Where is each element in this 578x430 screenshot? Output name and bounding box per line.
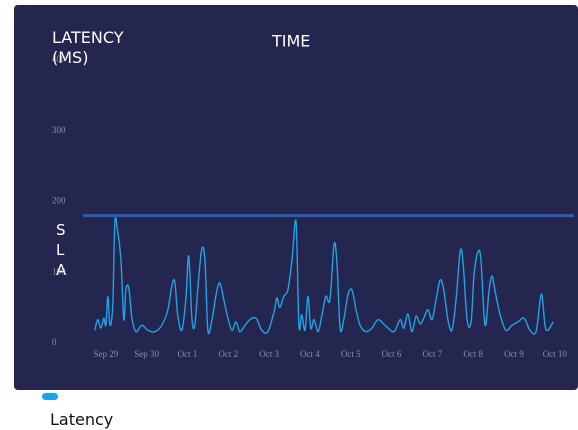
legend-swatch — [42, 393, 58, 400]
x-tick-label: Oct 5 — [341, 349, 361, 359]
x-tick-label: Oct 1 — [178, 349, 198, 359]
x-tick-label: Oct 2 — [218, 349, 238, 359]
chart-title: LATENCY (MS) — [52, 28, 124, 67]
legend-label: Latency — [50, 410, 114, 429]
y-tick-label: 100 — [52, 266, 66, 276]
x-tick-label: Oct 4 — [300, 349, 320, 359]
y-tick-label: 300 — [52, 125, 66, 135]
x-tick-label: Oct 7 — [422, 349, 442, 359]
y-tick-label: 0 — [52, 337, 57, 347]
x-tick-label: Sep 30 — [134, 349, 159, 359]
x-tick-label: Oct 10 — [543, 349, 568, 359]
x-tick-label: Oct 9 — [504, 349, 524, 359]
x-tick-label: Oct 3 — [259, 349, 279, 359]
x-axis-label: TIME — [271, 32, 310, 51]
y-tick-label: 400 — [52, 54, 66, 64]
x-tick-label: Sep 29 — [93, 349, 118, 359]
line — [94, 216, 554, 335]
x-tick-label: Oct 8 — [463, 349, 483, 359]
y-tick-label: 200 — [52, 196, 66, 206]
reference-label: SLA — [56, 221, 67, 279]
x-tick-label: Oct 6 — [382, 349, 402, 359]
